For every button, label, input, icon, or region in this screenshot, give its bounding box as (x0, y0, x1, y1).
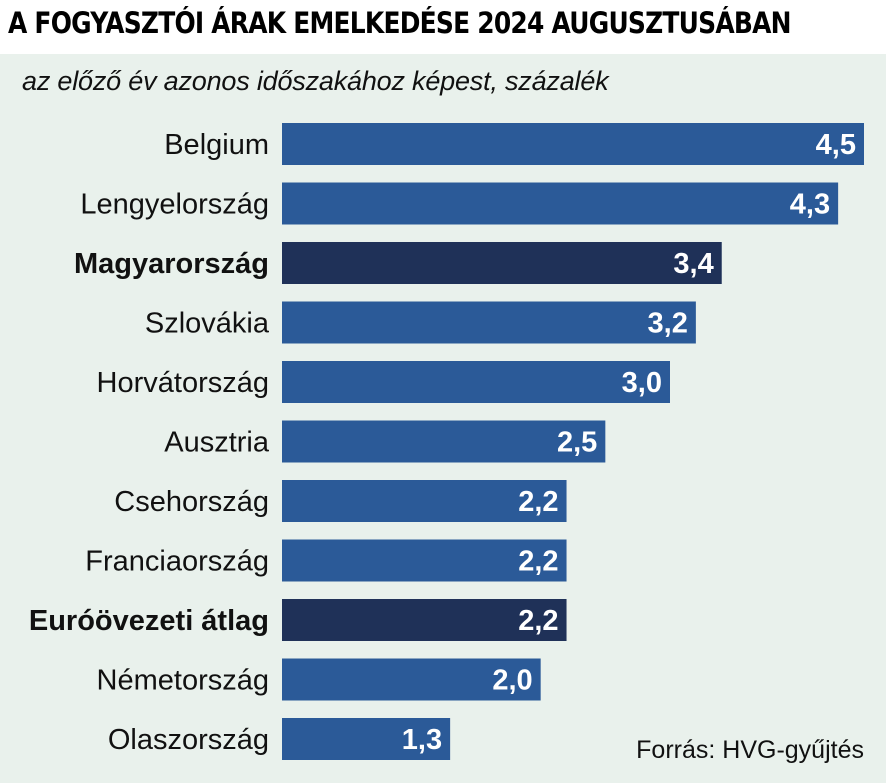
category-label: Horvátország (97, 367, 269, 399)
bar-row-5: Ausztria 2,5 (164, 420, 606, 463)
category-label: Németország (97, 665, 269, 697)
chart-title: A FOGYASZTÓI ÁRAK EMELKEDÉSE 2024 AUGUSZ… (8, 6, 791, 40)
value-label: 4,5 (816, 129, 856, 161)
bar-row-4: Horvátország 3,0 (97, 361, 670, 403)
bar-row-1: Lengyelország 4,3 (80, 182, 839, 225)
bar (282, 242, 722, 284)
title-bar: A FOGYASZTÓI ÁRAK EMELKEDÉSE 2024 AUGUSZ… (0, 0, 886, 54)
category-label: Csehország (114, 486, 269, 518)
bar (282, 718, 451, 760)
category-label: Magyarország (74, 248, 269, 280)
category-label: Franciaország (85, 546, 269, 578)
bar-row-3: Szlovákia 3,2 (145, 301, 696, 344)
bar (282, 599, 567, 641)
category-label: Szlovákia (145, 308, 270, 340)
source-note: Forrás: HVG-gyűjtés (636, 736, 864, 764)
value-label: 1,3 (402, 724, 442, 756)
value-label: 3,0 (622, 367, 662, 399)
value-label: 3,2 (648, 308, 688, 340)
category-label: Belgium (164, 129, 269, 161)
category-label: Ausztria (164, 427, 270, 459)
bar (282, 182, 839, 225)
chart-subtitle: az előző év azonos időszakához képest, s… (22, 66, 609, 96)
value-label: 2,0 (492, 665, 532, 697)
value-label: 2,2 (518, 605, 558, 637)
value-label: 2,2 (518, 486, 558, 518)
bar-row-8: Euróövezeti átlag 2,2 (29, 599, 567, 641)
bar-row-6: Csehország 2,2 (114, 480, 567, 522)
category-label: Olaszország (108, 724, 269, 756)
bar (282, 301, 696, 344)
bar (282, 539, 567, 582)
category-label: Euróövezeti átlag (29, 605, 269, 637)
value-label: 3,4 (673, 248, 713, 280)
category-label: Lengyelország (80, 189, 269, 221)
bar (282, 123, 864, 165)
bar-row-7: Franciaország 2,2 (85, 539, 567, 582)
bar-row-9: Németország 2,0 (97, 658, 541, 701)
bar (282, 658, 541, 701)
value-label: 2,2 (518, 546, 558, 578)
bar-row-0: Belgium 4,5 (164, 123, 864, 165)
bar (282, 361, 670, 403)
bar (282, 480, 567, 522)
value-label: 2,5 (557, 427, 597, 459)
value-label: 4,3 (790, 189, 830, 221)
bar (282, 420, 606, 463)
bar-row-10: Olaszország 1,3 (108, 718, 451, 760)
bar-row-2: Magyarország 3,4 (74, 242, 722, 284)
